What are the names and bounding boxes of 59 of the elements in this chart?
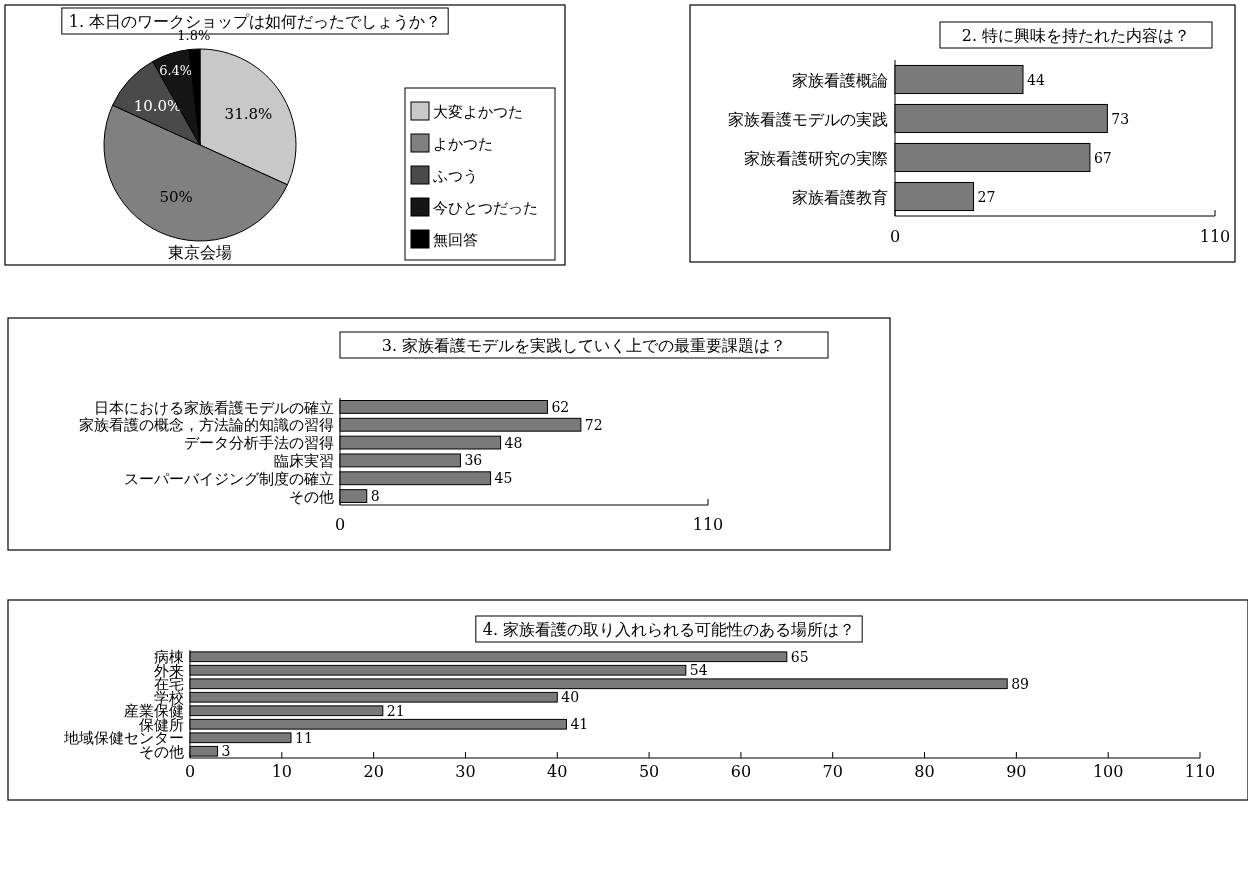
y-tick-label: 家族看護教育 bbox=[792, 187, 888, 207]
x-tick-label: 50 bbox=[638, 762, 660, 781]
data-label: 21 bbox=[386, 702, 405, 719]
data-label: 6.4% bbox=[159, 63, 193, 79]
legend-label: 今ひとつだった bbox=[433, 199, 538, 217]
x-tick-label: 100 bbox=[1092, 762, 1124, 781]
data-label: 54 bbox=[689, 662, 708, 679]
x-tick-label: 110 bbox=[1199, 227, 1231, 246]
data-label: 11 bbox=[295, 729, 313, 746]
x-tick-label: 110 bbox=[1184, 762, 1216, 781]
data-label: 65 bbox=[790, 648, 809, 665]
y-tick-label: 家族看護モデルの実践 bbox=[728, 109, 888, 129]
data-label: 89 bbox=[1011, 675, 1030, 692]
x-tick-label: 10 bbox=[271, 762, 292, 781]
y-tick-label: データ分析手法の習得 bbox=[184, 434, 334, 453]
data-label: 27 bbox=[977, 188, 996, 205]
x-tick-label: 0 bbox=[889, 227, 901, 246]
legend-label: ふつう bbox=[432, 167, 478, 185]
x-tick-label: 0 bbox=[184, 762, 196, 781]
x-tick-label: 20 bbox=[363, 762, 384, 781]
chart-title: 1. 本日のワークショップは如何だったでしょうか？ bbox=[68, 12, 442, 31]
data-label: 44 bbox=[1027, 71, 1045, 88]
x-tick-label: 40 bbox=[547, 762, 568, 781]
data-label: 10.0% bbox=[133, 97, 182, 116]
data-label: 8 bbox=[370, 488, 380, 505]
y-tick-label: 家族看護研究の実際 bbox=[744, 148, 888, 168]
y-tick-label: 臨床実習 bbox=[274, 452, 334, 471]
legend-label: 大変よかつた bbox=[433, 103, 523, 121]
y-tick-label: スーパーバイジング制度の確立 bbox=[124, 469, 334, 488]
y-tick-label: 家族看護の概念，方法論的知識の習得 bbox=[79, 416, 334, 435]
data-label: 67 bbox=[1093, 149, 1112, 166]
text: 東京会場 bbox=[168, 243, 232, 262]
chart-title: 2. 特に興味を持たれた内容は？ bbox=[961, 26, 1191, 45]
data-label: 73 bbox=[1111, 110, 1130, 127]
data-label: 31.8% bbox=[224, 104, 273, 123]
x-tick-label: 60 bbox=[730, 762, 752, 781]
chart-title: 4. 家族看護の取り入れられる可能性のある場所は？ bbox=[482, 620, 856, 639]
data-label: 62 bbox=[551, 398, 570, 415]
x-tick-label: 70 bbox=[822, 762, 843, 781]
legend-label: 無回答 bbox=[433, 231, 478, 249]
x-tick-label: 0 bbox=[334, 515, 346, 534]
data-label: 50% bbox=[159, 188, 193, 207]
data-label: 1.8% bbox=[177, 28, 211, 44]
x-tick-label: 90 bbox=[1006, 762, 1027, 781]
chart-title: 3. 家族看護モデルを実践していく上での最重要課題は？ bbox=[381, 336, 787, 355]
data-label: 3 bbox=[221, 743, 231, 760]
y-tick-label: その他 bbox=[289, 487, 334, 506]
y-tick-label: 日本における家族看護モデルの確立 bbox=[94, 398, 334, 417]
data-label: 40 bbox=[561, 689, 580, 706]
y-tick-label: 家族看護概論 bbox=[792, 70, 888, 90]
data-label: 48 bbox=[504, 434, 523, 451]
data-label: 72 bbox=[584, 416, 603, 433]
x-tick-label: 80 bbox=[914, 762, 935, 781]
data-label: 41 bbox=[570, 716, 589, 733]
x-tick-label: 30 bbox=[455, 762, 476, 781]
legend-label: よかつた bbox=[433, 135, 493, 153]
x-tick-label: 110 bbox=[692, 515, 724, 534]
data-label: 45 bbox=[494, 470, 513, 487]
data-label: 36 bbox=[464, 452, 483, 469]
